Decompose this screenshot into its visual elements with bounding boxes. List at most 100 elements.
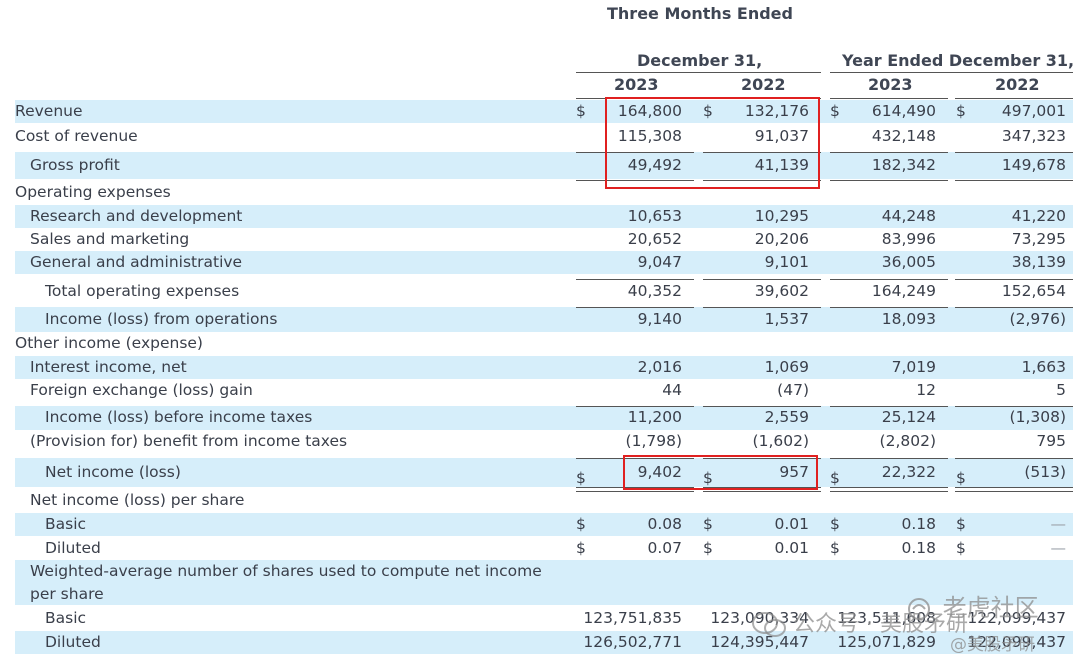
cell-value: 122,099,437 [967, 609, 1066, 627]
cell-value: 0.18 [901, 515, 936, 533]
row-label: Diluted [45, 633, 101, 651]
rule-line [830, 487, 948, 488]
cell-value: 1,663 [1021, 358, 1066, 376]
cell-value: 182,342 [871, 156, 936, 174]
rule-line [830, 458, 948, 459]
rule-line [830, 491, 948, 492]
table-row [15, 631, 1073, 654]
rule-line [955, 279, 1073, 280]
cell-value: 115,308 [617, 127, 682, 145]
cell-value: (47) [777, 381, 809, 399]
year-ended-header: Year Ended December 31, [842, 51, 1075, 70]
rule-line [830, 152, 948, 153]
watermark-tiger: 老虎社区 [905, 588, 1039, 623]
row-label: (Provision for) benefit from income taxe… [30, 432, 348, 450]
cell-value: 41,139 [754, 156, 809, 174]
cell-value: 2,016 [637, 358, 682, 376]
table-row [15, 152, 1073, 179]
rule-line [703, 406, 821, 407]
table-row [15, 100, 1073, 123]
three-months-header: Three Months Ended [607, 4, 793, 23]
header-rule-three-months [576, 72, 821, 73]
currency-symbol: $ [956, 515, 966, 533]
cell-value: 22,322 [881, 463, 936, 481]
watermark-text-1: 公众号 · 美股矛研 [793, 612, 968, 637]
cell-value: 122,099,437 [967, 633, 1066, 651]
currency-symbol: $ [703, 102, 713, 120]
cell-value: 0.18 [901, 539, 936, 557]
row-label: Basic [45, 609, 87, 627]
tiger-logo-icon [905, 597, 935, 621]
table-row [15, 356, 1073, 379]
currency-symbol: $ [956, 469, 966, 487]
table-row [15, 251, 1073, 274]
rule-line [955, 180, 1073, 181]
currency-symbol: $ [703, 515, 713, 533]
cell-value: 11,200 [627, 408, 682, 426]
row-label: Diluted [45, 539, 101, 557]
rule-line [830, 307, 948, 308]
cell-value: 38,139 [1011, 253, 1066, 271]
cell-value: (2,976) [1009, 310, 1066, 328]
rule-line [703, 307, 821, 308]
cell-value: 44 [662, 381, 682, 399]
row-label: General and administrative [30, 253, 243, 271]
currency-symbol: $ [576, 515, 586, 533]
cell-value: 25,124 [881, 408, 936, 426]
cell-value: 0.08 [647, 515, 682, 533]
cell-value: 126,502,771 [583, 633, 682, 651]
watermark-text-3: @美股矛研 [950, 635, 1035, 655]
cell-value: 36,005 [881, 253, 936, 271]
cell-value: (1,602) [752, 432, 809, 450]
cell-value: 18,093 [881, 310, 936, 328]
rule-line [703, 491, 821, 492]
cell-value: 2,559 [764, 408, 809, 426]
cell-value: 152,654 [1001, 282, 1066, 300]
cell-value: (1,798) [625, 432, 682, 450]
row-label: Other income (expense) [15, 334, 203, 352]
rule-line [830, 180, 948, 181]
watermark-handle: @美股矛研 [950, 630, 1035, 655]
row-label: Cost of revenue [15, 127, 138, 145]
cell-value: 49,492 [627, 156, 682, 174]
rule-line [703, 152, 821, 153]
row-label: Gross profit [30, 156, 120, 174]
row-label: Sales and marketing [30, 230, 190, 248]
cell-value: 9,101 [764, 253, 809, 271]
year-header-2022-q: 2022 [741, 75, 786, 94]
cell-value: 123,090,334 [710, 609, 809, 627]
table-row [15, 560, 1073, 605]
row-label: Interest income, net [30, 358, 187, 376]
currency-symbol: $ [703, 469, 713, 487]
year-header-2022-y: 2022 [995, 75, 1040, 94]
rule-line [830, 279, 948, 280]
rule-line [955, 458, 1073, 459]
cell-value: 132,176 [744, 102, 809, 120]
cell-value: (1,308) [1009, 408, 1066, 426]
rule-line [576, 152, 694, 153]
wechat-icon [752, 611, 786, 639]
cell-value: 9,047 [637, 253, 682, 271]
cell-value: 123,511,608 [837, 609, 936, 627]
rule-line [576, 307, 694, 308]
cell-value: — [1050, 515, 1067, 533]
rule-line [955, 152, 1073, 153]
cell-value: 12 [916, 381, 936, 399]
cell-value: 83,996 [881, 230, 936, 248]
header-rule-year [830, 72, 1073, 73]
cell-value: 41,220 [1011, 207, 1066, 225]
watermark-wechat: 公众号 · 美股矛研 [752, 606, 968, 639]
cell-value: 0.01 [774, 539, 809, 557]
currency-symbol: $ [576, 539, 586, 557]
cell-value: 432,148 [871, 127, 936, 145]
currency-symbol: $ [830, 469, 840, 487]
row-label: Weighted-average number of shares used t… [30, 562, 542, 603]
row-label: Research and development [30, 207, 243, 225]
header-underline-3 [830, 98, 948, 99]
rule-line [703, 458, 821, 459]
cell-value: 123,751,835 [583, 609, 682, 627]
cell-value: 5 [1056, 381, 1066, 399]
currency-symbol: $ [830, 539, 840, 557]
cell-value: 795 [1036, 432, 1066, 450]
row-label: Total operating expenses [45, 282, 240, 300]
